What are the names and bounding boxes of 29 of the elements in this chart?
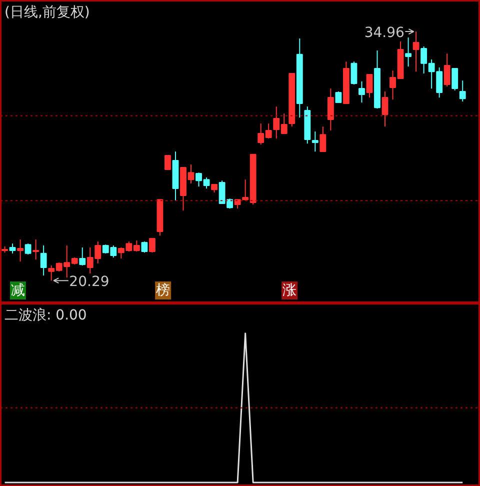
candlestick bbox=[366, 74, 373, 98]
candlestick bbox=[335, 90, 342, 103]
candlestick bbox=[405, 36, 412, 67]
candlestick bbox=[17, 238, 24, 262]
text: 减 bbox=[10, 282, 25, 298]
candlestick bbox=[312, 131, 318, 152]
candlestick bbox=[358, 80, 365, 103]
chart-title: (日线,前复权) bbox=[4, 4, 90, 20]
candlestick bbox=[327, 88, 334, 131]
annotation: 20.29 bbox=[69, 274, 110, 290]
candlestick bbox=[382, 90, 388, 128]
candlestick bbox=[40, 244, 47, 276]
candlestick bbox=[452, 68, 458, 91]
candlestick bbox=[24, 243, 32, 255]
candlestick bbox=[320, 126, 326, 152]
candlestick bbox=[32, 238, 40, 260]
candlestick bbox=[444, 53, 450, 88]
candlestick bbox=[148, 238, 156, 254]
candlestick bbox=[412, 31, 420, 72]
candlestick bbox=[350, 61, 358, 85]
candlestick bbox=[141, 241, 148, 254]
candlestick bbox=[79, 246, 86, 266]
annotation: 34.96 bbox=[364, 25, 404, 42]
candlestick bbox=[164, 154, 171, 170]
candlestick bbox=[9, 243, 16, 254]
text: 涨 bbox=[282, 282, 297, 298]
chart-title: 二波浪: 0.00 bbox=[4, 308, 87, 324]
text: 榜 bbox=[156, 282, 170, 298]
candlestick bbox=[459, 80, 466, 102]
